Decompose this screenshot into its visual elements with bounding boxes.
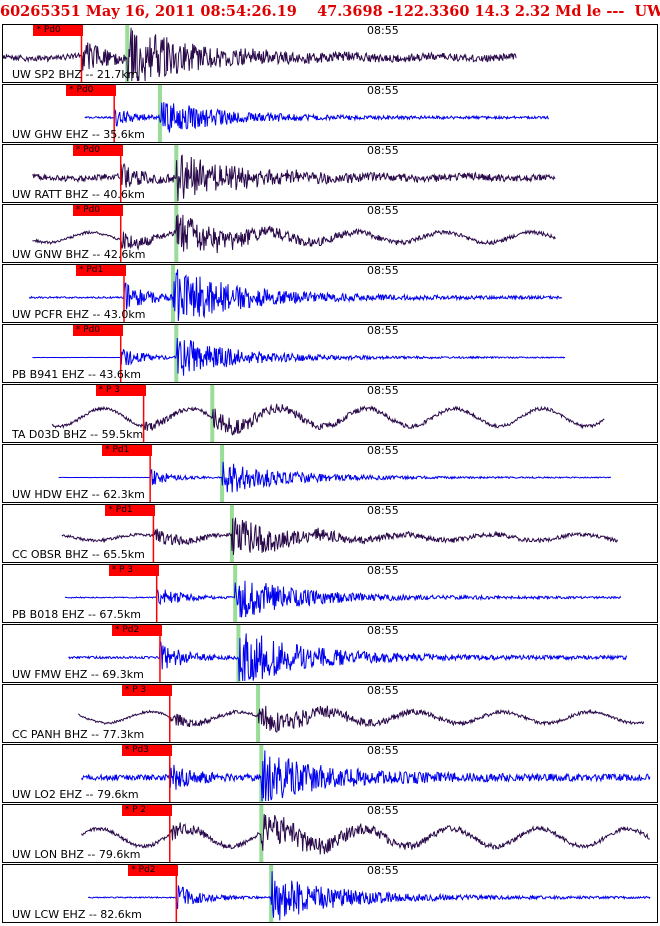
time-marker-label: 08:55	[367, 384, 399, 397]
trace-panel[interactable]: * P 3 08:55 CC PANH BHZ -- 77.3km	[2, 684, 658, 743]
time-marker-label: 08:55	[367, 504, 399, 517]
event-header: 60265351 May 16, 2011 08:54:26.19 47.369…	[0, 0, 660, 24]
pick-flag[interactable]: * Pd0	[66, 85, 117, 96]
waveform-trace	[28, 269, 563, 322]
waveform-trace	[68, 633, 628, 682]
station-label: UW HDW EHZ -- 62.3km	[12, 488, 145, 501]
waveform-trace	[81, 750, 651, 802]
event-magnitude: 2.32	[514, 3, 551, 20]
waveform-trace	[87, 871, 651, 921]
time-marker-label: 08:55	[367, 864, 399, 877]
waveform-trace	[64, 580, 622, 618]
station-label: PB B018 EHZ -- 67.5km	[12, 608, 141, 621]
theoretical-arrival-line	[174, 205, 179, 262]
theoretical-arrival-line	[220, 445, 225, 502]
time-marker-label: 08:55	[367, 24, 399, 37]
waveform-trace	[81, 813, 650, 855]
pick-flag[interactable]: * Pd0	[33, 25, 84, 36]
waveform-trace	[32, 214, 556, 254]
pick-flag[interactable]: * Pd1	[105, 505, 156, 516]
time-marker-label: 08:55	[367, 264, 399, 277]
station-label: UW GNW BHZ -- 42.6km	[12, 248, 146, 261]
time-marker-label: 08:55	[367, 684, 399, 697]
event-network: UW	[634, 3, 660, 20]
time-marker-label: 08:55	[367, 204, 399, 217]
time-marker-label: 08:55	[367, 624, 399, 637]
station-label: UW LON BHZ -- 79.6km	[12, 848, 141, 861]
trace-panel[interactable]: * Pd2 08:55 UW LCW EHZ -- 82.6km	[2, 864, 658, 923]
trace-panel[interactable]: * Pd0 08:55 PB B941 EHZ -- 43.6km	[2, 324, 658, 383]
waveform-trace	[3, 27, 517, 82]
station-label: UW SP2 BHZ -- 21.7km	[12, 68, 139, 81]
time-marker-label: 08:55	[367, 324, 399, 337]
trace-panel[interactable]: * Pd3 08:55 UW LO2 EHZ -- 79.6km	[2, 744, 658, 803]
pick-flag[interactable]: * Pd1	[75, 265, 126, 276]
waveform-trace	[61, 517, 619, 556]
pick-flag[interactable]: * Pd0	[72, 205, 123, 216]
time-marker-label: 08:55	[367, 84, 399, 97]
pick-flag[interactable]: * Pd0	[72, 325, 123, 336]
pick-flag[interactable]: * P 3	[121, 685, 172, 696]
station-label: CC PANH BHZ -- 77.3km	[12, 728, 145, 741]
station-label: UW LO2 EHZ -- 79.6km	[12, 788, 139, 801]
time-marker-label: 08:55	[367, 744, 399, 757]
pick-flag[interactable]: * Pd2	[128, 865, 179, 876]
time-marker-label: 08:55	[367, 804, 399, 817]
station-label: UW LCW EHZ -- 82.6km	[12, 908, 142, 921]
theoretical-arrival-line	[171, 265, 176, 322]
station-label: UW PCFR EHZ -- 43.0km	[12, 308, 146, 321]
event-dashes: ---	[606, 3, 625, 20]
trace-panel[interactable]: * Pd1 08:55 UW HDW EHZ -- 62.3km	[2, 444, 658, 503]
station-label: UW GHW EHZ -- 35.6km	[12, 128, 145, 141]
theoretical-arrival-line	[236, 625, 241, 682]
theoretical-arrival-line	[259, 805, 264, 862]
trace-panel[interactable]: * P 3 08:55 TA D03D BHZ -- 59.5km	[2, 384, 658, 443]
time-marker-label: 08:55	[367, 444, 399, 457]
trace-panel[interactable]: * Pd2 08:55 UW FMW EHZ -- 69.3km	[2, 624, 658, 683]
event-mag-type: Md	[555, 3, 582, 20]
trace-panel[interactable]: * P 2 08:55 UW LON BHZ -- 79.6km	[2, 804, 658, 863]
waveform-trace	[32, 154, 556, 202]
event-id: 60265351	[0, 3, 81, 20]
event-date: May 16, 2011	[85, 3, 196, 20]
pick-flag[interactable]: * Pd1	[102, 445, 153, 456]
pick-flag[interactable]: * P 2	[121, 805, 172, 816]
trace-panel[interactable]: * Pd0 08:55 UW SP2 BHZ -- 21.7km	[2, 24, 658, 83]
time-marker-label: 08:55	[367, 144, 399, 157]
theoretical-arrival-line	[125, 25, 130, 82]
waveform-trace	[78, 705, 645, 733]
event-quality: le	[586, 3, 602, 20]
pick-flag[interactable]: * Pd2	[111, 625, 162, 636]
station-label: PB B941 EHZ -- 43.6km	[12, 368, 141, 381]
event-lon: -122.3360	[387, 3, 470, 20]
station-label: TA D03D BHZ -- 59.5km	[12, 428, 144, 441]
pick-flag[interactable]: * P 3	[108, 565, 159, 576]
waveform-trace	[84, 102, 549, 133]
station-label: UW RATT BHZ -- 40.6km	[12, 188, 145, 201]
pick-flag[interactable]: * Pd0	[72, 145, 123, 156]
time-marker-label: 08:55	[367, 564, 399, 577]
theoretical-arrival-line	[259, 745, 264, 802]
event-lat: 47.3698	[317, 3, 383, 20]
trace-panel[interactable]: * Pd1 08:55 CC OBSR BHZ -- 65.5km	[2, 504, 658, 563]
pick-flag[interactable]: * Pd3	[121, 745, 172, 756]
event-time: 08:54:26.19	[200, 3, 297, 20]
trace-panel[interactable]: * Pd0 08:55 UW GNW BHZ -- 42.6km	[2, 204, 658, 263]
trace-panel[interactable]: * Pd0 08:55 UW GHW EHZ -- 35.6km	[2, 84, 658, 143]
event-depth: 14.3	[474, 3, 510, 20]
theoretical-arrival-line	[157, 85, 162, 142]
pick-flag[interactable]: * P 3	[95, 385, 146, 396]
trace-panel[interactable]: * Pd1 08:55 UW PCFR EHZ -- 43.0km	[2, 264, 658, 323]
station-label: UW FMW EHZ -- 69.3km	[12, 668, 144, 681]
station-label: CC OBSR BHZ -- 65.5km	[12, 548, 145, 561]
trace-panel[interactable]: * P 3 08:55 PB B018 EHZ -- 67.5km	[2, 564, 658, 623]
trace-panel[interactable]: * Pd0 08:55 UW RATT BHZ -- 40.6km	[2, 144, 658, 203]
